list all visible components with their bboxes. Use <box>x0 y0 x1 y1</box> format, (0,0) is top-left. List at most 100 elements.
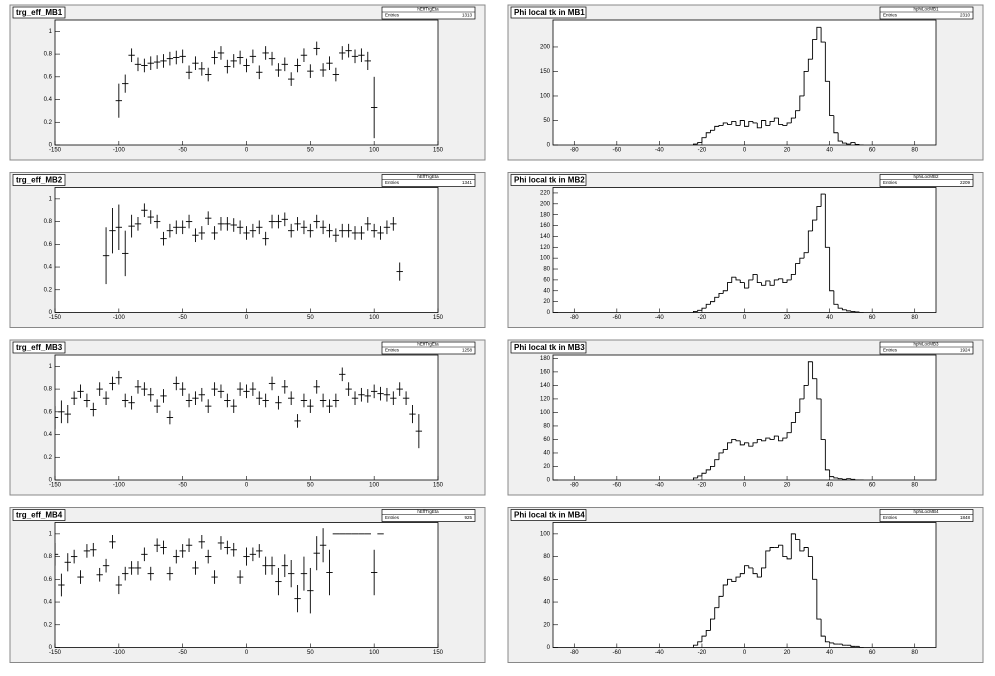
x-tick-label: -60 <box>612 315 621 321</box>
x-tick-label: -50 <box>178 315 187 321</box>
y-tick-label: 0.6 <box>44 409 53 415</box>
x-tick-label: 50 <box>307 315 314 321</box>
x-tick-label: -100 <box>113 148 126 154</box>
x-tick-label: 80 <box>911 148 918 154</box>
chart-title: Phi local tk in MB3 <box>514 343 585 352</box>
stats-value: 2209 <box>960 180 971 185</box>
x-tick-label: 100 <box>369 315 380 321</box>
x-tick-label: 60 <box>869 148 876 154</box>
stats-label: Entries <box>385 180 400 185</box>
y-tick-label: 200 <box>540 201 551 207</box>
stats-label: Entries <box>883 180 898 185</box>
y-tick-label: 60 <box>543 277 550 283</box>
chart-title: Phi local tk in MB1 <box>514 8 585 17</box>
x-tick-label: -80 <box>570 483 579 489</box>
x-tick-label: 150 <box>433 650 444 656</box>
y-tick-label: 0.6 <box>44 577 53 583</box>
x-tick-label: 80 <box>911 315 918 321</box>
x-tick-label: 40 <box>826 483 833 489</box>
y-tick-label: 50 <box>543 118 550 124</box>
stats-value: 1341 <box>462 180 473 185</box>
x-tick-label: 100 <box>369 148 380 154</box>
x-tick-label: 20 <box>784 148 791 154</box>
chart-title: trg_eff_MB2 <box>16 176 63 185</box>
y-tick-label: 60 <box>543 577 550 583</box>
y-tick-label: 40 <box>543 288 550 294</box>
x-tick-label: -40 <box>655 483 664 489</box>
x-tick-label: 60 <box>869 483 876 489</box>
y-tick-label: 200 <box>540 45 551 51</box>
x-tick-label: -20 <box>698 650 707 656</box>
x-tick-label: 80 <box>911 483 918 489</box>
x-tick-label: -100 <box>113 650 126 656</box>
y-tick-label: 80 <box>543 554 550 560</box>
stats-label: Entries <box>385 515 400 520</box>
y-tick-label: 120 <box>540 245 551 251</box>
x-tick-label: 20 <box>784 650 791 656</box>
stats-name: hphiLocMB2 <box>913 174 939 179</box>
y-tick-label: 20 <box>543 299 550 305</box>
x-tick-label: 100 <box>369 483 380 489</box>
stats-value: 1258 <box>462 348 473 353</box>
x-tick-label: -80 <box>570 148 579 154</box>
x-tick-label: 40 <box>826 148 833 154</box>
y-tick-label: 0.6 <box>44 242 53 248</box>
y-tick-label: 0.4 <box>44 600 53 606</box>
y-tick-label: 80 <box>543 267 550 273</box>
y-tick-label: 0.2 <box>44 455 53 461</box>
x-tick-label: 60 <box>869 650 876 656</box>
x-tick-label: 150 <box>433 483 444 489</box>
y-tick-label: 0.2 <box>44 287 53 293</box>
x-tick-label: -60 <box>612 148 621 154</box>
x-tick-label: -80 <box>570 315 579 321</box>
y-tick-label: 40 <box>543 600 550 606</box>
chart-title: trg_eff_MB3 <box>16 343 63 352</box>
chart-title: trg_eff_MB1 <box>16 8 63 17</box>
y-tick-label: 150 <box>540 69 551 75</box>
y-tick-label: 0.4 <box>44 97 53 103</box>
y-tick-label: 140 <box>540 234 551 240</box>
y-tick-label: 20 <box>543 622 550 628</box>
x-tick-label: -40 <box>655 650 664 656</box>
y-tick-label: 0.2 <box>44 120 53 126</box>
y-tick-label: 160 <box>540 223 551 229</box>
x-tick-label: 20 <box>784 483 791 489</box>
y-tick-label: 0.2 <box>44 622 53 628</box>
stats-label: Entries <box>883 515 898 520</box>
y-tick-label: 100 <box>540 531 551 537</box>
x-tick-label: -20 <box>698 148 707 154</box>
x-tick-label: 40 <box>826 315 833 321</box>
stats-name: hEffTrgEta <box>417 509 439 514</box>
x-tick-label: -20 <box>698 315 707 321</box>
stats-label: Entries <box>883 13 898 18</box>
y-tick-label: 180 <box>540 212 551 218</box>
y-tick-label: 100 <box>540 94 551 100</box>
x-tick-label: -80 <box>570 650 579 656</box>
y-tick-label: 0.4 <box>44 432 53 438</box>
x-tick-label: 50 <box>307 650 314 656</box>
y-tick-label: 100 <box>540 410 551 416</box>
y-tick-label: 20 <box>543 464 550 470</box>
y-tick-label: 80 <box>543 424 550 430</box>
chart-title: Phi local tk in MB4 <box>514 511 585 520</box>
y-tick-label: 100 <box>540 256 551 262</box>
chart-title: Phi local tk in MB2 <box>514 176 585 185</box>
stats-name: hEffTrgEta <box>417 342 439 347</box>
stats-name: hphiLocMB4 <box>913 509 939 514</box>
x-tick-label: 40 <box>826 650 833 656</box>
x-tick-label: 20 <box>784 315 791 321</box>
y-tick-label: 0.8 <box>44 554 53 560</box>
y-tick-label: 220 <box>540 191 551 197</box>
plot-frame <box>553 523 936 648</box>
stats-name: hEffTrgEta <box>417 7 439 12</box>
chart-title: trg_eff_MB4 <box>16 511 63 520</box>
stats-name: hEffTrgEta <box>417 174 439 179</box>
